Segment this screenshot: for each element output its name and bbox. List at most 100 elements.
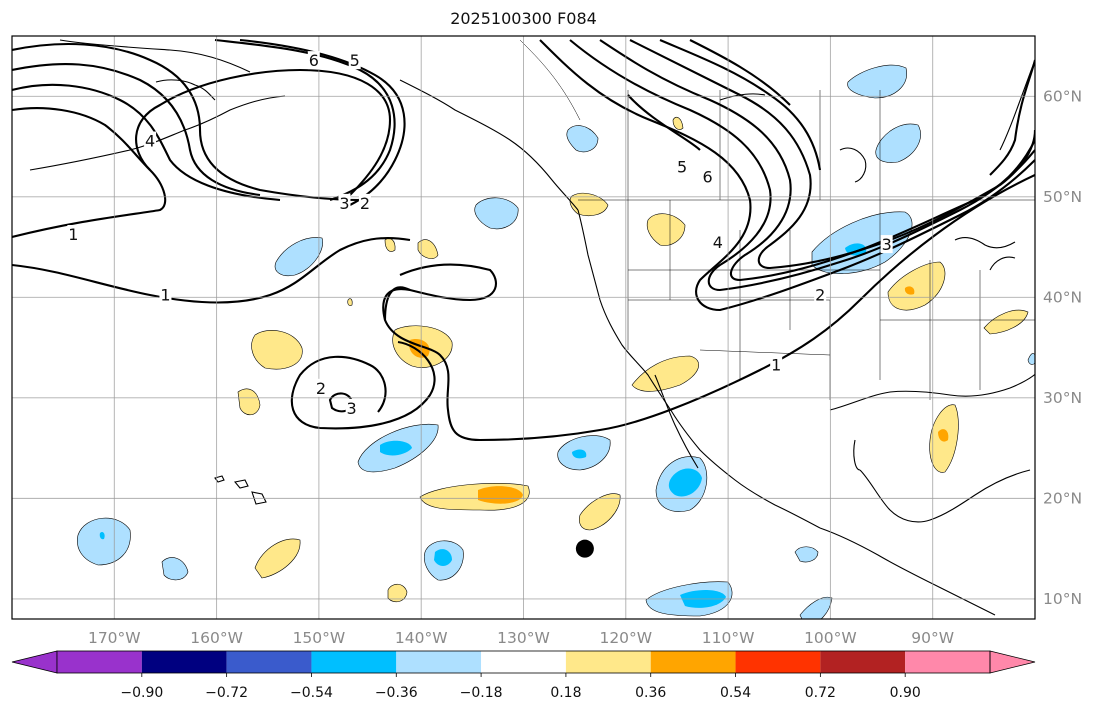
lon-tick-label: 160°W (190, 629, 243, 647)
lon-tick-label: 140°W (395, 629, 448, 647)
shaded-anomaly-areas (77, 64, 1035, 619)
colorbar (11, 650, 1036, 674)
colorbar-tick-labels: −0.90 −0.72 −0.54 −0.36 −0.18 0.18 0.36 0.54 0.7… (120, 673, 921, 701)
negative-anomaly-area (1027, 353, 1035, 365)
contour-label-bg (701, 167, 714, 186)
colorbar-tick-label: 0.36 (635, 685, 666, 701)
contour-lines (12, 38, 1035, 442)
lat-tick-label: 20°N (1043, 489, 1082, 507)
contour-label: 2 (815, 285, 825, 304)
lon-tick-label: 120°W (599, 629, 652, 647)
positive-anomaly-area (237, 388, 261, 416)
longitude-tick-labels: 170°W 160°W 150°W 140°W 130°W 120°W 110°W 100°W… (88, 629, 954, 647)
positive-anomaly-area (251, 330, 303, 370)
colorbar-segment (226, 651, 312, 673)
lon-tick-label: 170°W (88, 629, 141, 647)
contour-label-bg (711, 233, 724, 252)
contour-label-bg (338, 193, 351, 212)
contour-label-bg (348, 51, 361, 70)
positive-anomaly-area (672, 116, 684, 130)
negative-anomaly-area (161, 557, 189, 581)
positive-anomaly-area (387, 583, 408, 603)
negative-anomaly-area (794, 546, 819, 563)
negative-anomaly-area (77, 517, 131, 566)
contour-label-bg (314, 378, 327, 397)
contour-label: 2 (360, 194, 370, 213)
contour-label-bg (358, 193, 371, 212)
colorbar-segment (820, 651, 906, 673)
contour-label: 1 (771, 356, 781, 375)
colorbar-segment (735, 651, 821, 673)
contour-label: 6 (309, 51, 319, 70)
colorbar-tick-label: −0.54 (290, 685, 333, 701)
location-marker (575, 539, 594, 558)
colorbar-tick-label: 0.90 (890, 685, 921, 701)
lat-tick-label: 60°N (1043, 87, 1082, 105)
contour-label-bg (770, 355, 783, 374)
colorbar-tick-label: −0.18 (460, 685, 503, 701)
positive-anomaly-area (646, 213, 686, 246)
contour-label-bg (676, 157, 689, 176)
colorbar-segment (396, 651, 482, 673)
lat-tick-label: 50°N (1043, 188, 1082, 206)
contour-label: 5 (350, 51, 360, 70)
positive-anomaly-area (347, 298, 353, 306)
lat-tick-label: 10°N (1043, 590, 1082, 608)
colorbar-tick-label: −0.90 (120, 685, 163, 701)
contour-label-bg (307, 51, 320, 70)
colorbar-outline (56, 650, 991, 674)
contour-label: 1 (68, 225, 78, 244)
contour-label: 3 (882, 235, 892, 254)
positive-anomaly-area (569, 193, 609, 216)
colorbar-segment (481, 651, 566, 673)
colorbar-segment (650, 651, 736, 673)
contour-label: 5 (677, 158, 687, 177)
contour-label: 2 (316, 379, 326, 398)
negative-anomaly-area (847, 64, 907, 99)
negative-anomaly-area (566, 125, 599, 153)
colorbar-tick-label: −0.72 (205, 685, 248, 701)
contour-label: 6 (703, 168, 713, 187)
contour-label-bg (159, 285, 172, 304)
negative-anomaly-area (474, 197, 519, 230)
contour-label: 4 (145, 132, 155, 151)
map-frame (11, 35, 1036, 620)
contour-label: 1 (160, 285, 170, 304)
lon-tick-label: 110°W (702, 629, 755, 647)
positive-anomaly-area (887, 261, 946, 311)
positive-anomaly-area (631, 355, 699, 392)
colorbar-extend-low (11, 650, 58, 674)
colorbar-segment (905, 651, 990, 673)
lat-tick-label: 40°N (1043, 288, 1082, 306)
colorbar-tick-label: 0.18 (550, 685, 581, 701)
gridlines (12, 36, 1035, 619)
colorbar-segment (311, 651, 397, 673)
negative-anomaly-area (274, 237, 323, 277)
positive-anomaly-area (254, 538, 301, 579)
lon-tick-label: 150°W (293, 629, 346, 647)
contour-label: 3 (339, 194, 349, 213)
coastlines (29, 39, 1035, 616)
latitude-tick-labels: 60°N 50°N 40°N 30°N 20°N 10°N (1043, 87, 1082, 608)
colorbar-tick-label: 0.72 (805, 685, 836, 701)
colorbar-segment (57, 651, 142, 673)
colorbar-segment (141, 651, 227, 673)
lat-tick-label: 30°N (1043, 389, 1082, 407)
contour-label-bg (814, 285, 827, 304)
positive-anomaly-area (983, 309, 1029, 335)
lon-tick-label: 100°W (804, 629, 857, 647)
colorbar-extend-high (989, 650, 1036, 674)
lon-tick-label: 90°W (911, 629, 954, 647)
contour-label-bg (345, 398, 358, 417)
lon-tick-label: 130°W (497, 629, 550, 647)
colorbar-tick-label: −0.36 (375, 685, 418, 701)
colorbar-tick-label: 0.54 (720, 685, 751, 701)
chart-title: 2025100300 F084 (450, 9, 597, 28)
colorbar-segment (565, 651, 651, 673)
contour-label-bg (144, 131, 157, 150)
contour-label-bg (880, 235, 893, 254)
positive-anomaly-area (579, 493, 621, 531)
negative-anomaly-area (875, 123, 921, 163)
